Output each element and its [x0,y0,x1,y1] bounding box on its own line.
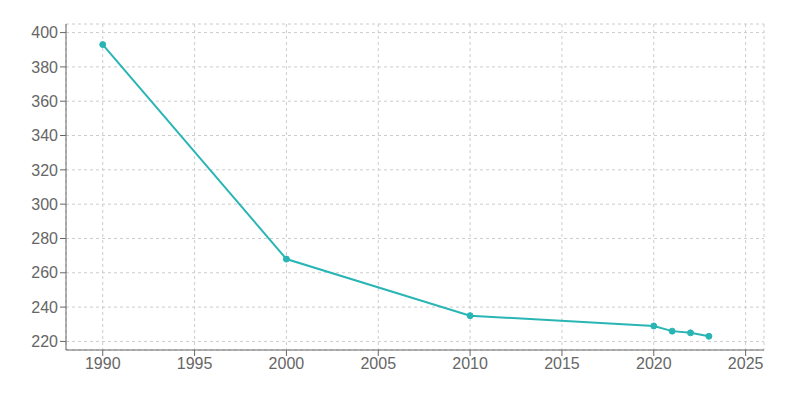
svg-text:2010: 2010 [452,355,488,372]
svg-text:2005: 2005 [360,355,396,372]
svg-text:340: 340 [31,127,58,144]
svg-text:2015: 2015 [544,355,580,372]
svg-text:2000: 2000 [269,355,305,372]
svg-text:280: 280 [31,230,58,247]
svg-text:2020: 2020 [636,355,672,372]
svg-text:360: 360 [31,93,58,110]
svg-text:320: 320 [31,162,58,179]
svg-text:260: 260 [31,264,58,281]
svg-text:2025: 2025 [728,355,764,372]
svg-text:240: 240 [31,299,58,316]
svg-text:400: 400 [31,24,58,41]
svg-text:1990: 1990 [85,355,121,372]
svg-text:300: 300 [31,196,58,213]
svg-text:1995: 1995 [177,355,213,372]
svg-text:380: 380 [31,59,58,76]
svg-text:220: 220 [31,333,58,350]
